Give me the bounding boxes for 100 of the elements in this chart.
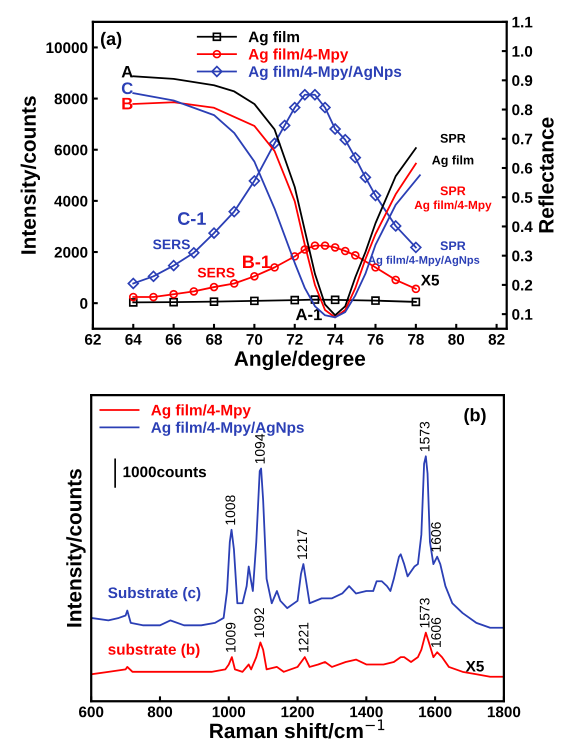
y-axis-title: Intensity/counts [66, 469, 86, 627]
y-tick-label: 2000 [54, 246, 88, 258]
x-tick-label: 1000 [212, 706, 246, 718]
y2-tick-label: 1.1 [512, 16, 532, 28]
x-tick-label: 76 [368, 334, 384, 345]
annotation: SPR [440, 134, 466, 143]
y2-tick-label: 0.4 [512, 221, 533, 232]
point [278, 120, 290, 132]
point [350, 152, 362, 164]
point [230, 279, 238, 288]
point [339, 134, 351, 146]
annotation: 1606 [431, 522, 441, 552]
y2-tick-label: 1.0 [512, 46, 532, 57]
point [319, 102, 331, 114]
y-tick-label: 4000 [54, 196, 88, 207]
annotation: C-1 [178, 212, 206, 225]
point [351, 251, 360, 260]
point [329, 123, 341, 135]
y-tick-label: 0 [80, 298, 88, 309]
y2-tick-label: 0.6 [512, 162, 532, 174]
legend-label: Ag film/4-Mpy/AgNps [248, 66, 402, 80]
y-tick-label: 10000 [46, 42, 88, 54]
y2-tick-label: 0.8 [512, 104, 532, 116]
point [169, 290, 178, 299]
legend-label: Ag film [248, 31, 300, 46]
x-axis-title: Raman shift/cm$^{−1}$ [210, 719, 384, 738]
point [371, 296, 380, 305]
point [290, 252, 300, 261]
x-tick-label: 82 [488, 334, 504, 345]
annotation: Ag film/4-Mpy [414, 200, 492, 212]
annotation: 1573 [420, 422, 430, 452]
point [330, 243, 340, 252]
y-tick-label: 8000 [54, 93, 88, 104]
point [330, 296, 340, 304]
annotation: 1009 [226, 622, 236, 652]
point [268, 138, 280, 150]
annotation: 1606 [431, 618, 441, 648]
x-tick-label: 62 [84, 334, 101, 345]
x-tick-label: 74 [327, 334, 344, 345]
point [128, 298, 138, 307]
annotation: 1092 [254, 608, 264, 638]
point [370, 190, 382, 202]
annotation: 1000counts [124, 466, 206, 478]
annotation: 1217 [297, 530, 307, 559]
point [210, 282, 218, 292]
annotation: B [122, 98, 132, 110]
annotation: (a) [100, 32, 122, 49]
annotation: X5 [466, 660, 484, 672]
point [310, 241, 320, 250]
annotation: C [122, 82, 133, 94]
annotation: Substrate (c) [108, 586, 200, 602]
annotation: SERS [153, 239, 190, 250]
annotation: 1008 [225, 495, 236, 525]
annotation: SPR [440, 241, 466, 250]
y2-tick-label: 0.5 [512, 192, 532, 203]
point [250, 272, 259, 281]
text: (b) [464, 408, 486, 425]
y-axis-title: Intensity/counts [20, 96, 40, 254]
x-tick-label: 70 [246, 334, 262, 345]
point [412, 298, 420, 306]
x-tick-label: 800 [148, 706, 172, 718]
x-tick-label: 68 [206, 334, 222, 345]
point [169, 298, 178, 306]
y2-tick-label: 0.1 [512, 309, 532, 320]
annotation: 1094 [254, 434, 265, 464]
x-tick-label: 1400 [350, 706, 383, 718]
y2-tick-label: 0.3 [512, 250, 532, 262]
annotation: 1221 [298, 622, 308, 652]
point [190, 287, 198, 296]
x-axis-title: Angle/degree [234, 350, 366, 370]
annotation: SERS [198, 268, 235, 278]
point [391, 276, 400, 284]
point [360, 172, 372, 184]
y2-tick-label: 0.9 [512, 75, 532, 86]
point [340, 246, 350, 256]
annotation: B-1 [243, 256, 270, 268]
y2-tick-label: 0.7 [512, 134, 532, 144]
x-tick-label: 72 [286, 334, 303, 345]
annotation: Ag film [432, 155, 474, 168]
y2-axis-title: Reflectance [538, 118, 554, 232]
point [208, 227, 220, 239]
y2-tick-label: 0.2 [512, 280, 532, 291]
point [228, 206, 240, 218]
point [310, 295, 320, 304]
point [309, 89, 321, 100]
point [149, 292, 158, 302]
annotation: X5 [420, 274, 440, 286]
point [300, 245, 310, 254]
point [410, 242, 422, 254]
annotation: substrate (b) [108, 644, 200, 658]
annotation: SPR [440, 186, 466, 196]
point [168, 260, 180, 272]
point [290, 296, 300, 304]
legend-label: Ag film/4-Mpy [151, 404, 251, 419]
point [148, 270, 160, 282]
point [299, 89, 311, 100]
x-tick-label: 1800 [488, 706, 520, 718]
point [128, 278, 140, 290]
y-tick-label: 6000 [54, 144, 88, 156]
x-tick-label: 64 [125, 334, 142, 345]
